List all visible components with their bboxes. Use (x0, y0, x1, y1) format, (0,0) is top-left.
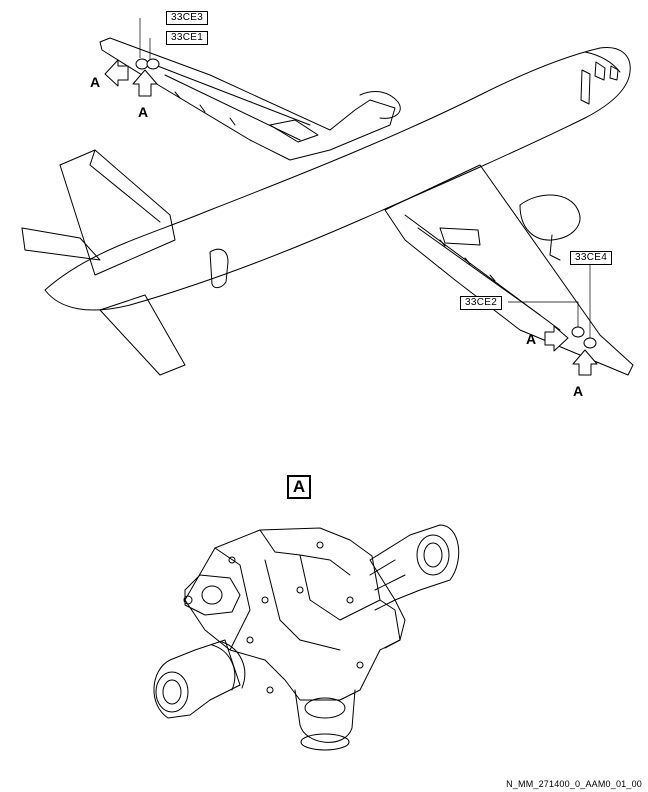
view-arrows (104, 59, 598, 376)
fuselage (44, 46, 631, 311)
actuator-markers (135, 58, 597, 349)
view-arrow-label-3: A (526, 331, 537, 347)
view-arrow-3 (544, 325, 569, 352)
actuator-33ce4-marker (583, 337, 597, 349)
view-arrow-label-1: A (90, 74, 101, 90)
callout-label-33ce1: 33CE1 (166, 31, 209, 45)
horizontal-stabilizer (21, 227, 186, 376)
leader-lines (139, 18, 591, 338)
drawing-reference: N_MM_271400_0_AAM0_01_00 (506, 779, 642, 789)
view-arrow-2 (132, 69, 158, 97)
actuator-detail-drawing (153, 524, 460, 751)
actuator-33ce1-marker (146, 58, 160, 70)
vertical-stabilizer (59, 149, 176, 276)
callout-label-33ce4: 33CE4 (570, 251, 613, 265)
callout-label-33ce2: 33CE2 (460, 296, 503, 310)
view-arrow-label-4: A (573, 383, 584, 399)
detail-view-label: A (287, 475, 311, 499)
view-arrow-1 (104, 59, 129, 87)
upper-wing (99, 37, 401, 161)
actuator-33ce2-marker (571, 326, 585, 338)
callout-label-33ce3: 33CE3 (166, 11, 209, 25)
lower-wing (384, 164, 634, 376)
view-arrow-4 (572, 349, 598, 376)
view-arrow-label-2: A (138, 104, 149, 120)
actuator-33ce3-marker (135, 58, 149, 70)
